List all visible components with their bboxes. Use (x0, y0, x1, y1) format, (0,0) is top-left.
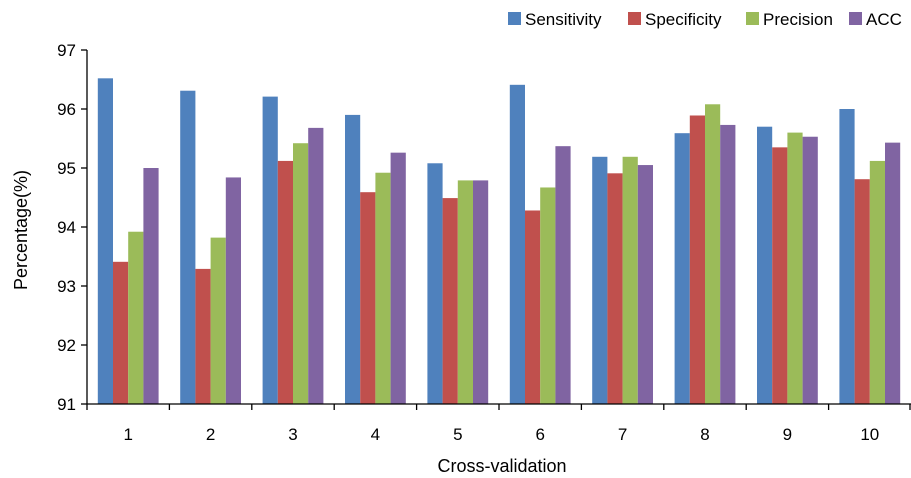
bar-precision-7 (622, 156, 638, 404)
legend-label: Precision (763, 10, 833, 29)
bar-sensitivity-4 (345, 114, 361, 405)
bar-sensitivity-6 (509, 84, 525, 404)
bar-specificity-4 (360, 192, 376, 404)
bar-sensitivity-9 (757, 126, 773, 404)
legend-item-precision: Precision (746, 10, 833, 29)
x-tick-label: 2 (206, 425, 215, 444)
bar-specificity-7 (607, 173, 623, 404)
bar-specificity-6 (525, 210, 541, 404)
bar-specificity-1 (113, 261, 129, 404)
bar-precision-6 (540, 187, 556, 404)
x-tick-label: 10 (860, 425, 879, 444)
y-tick-label: 96 (57, 100, 76, 119)
x-tick-label: 5 (453, 425, 462, 444)
y-tick-label: 92 (57, 336, 76, 355)
bar-sensitivity-1 (97, 78, 113, 404)
x-tick-label: 3 (288, 425, 297, 444)
bar-precision-1 (128, 231, 144, 404)
legend: Sensitivity Specificity Precision ACC (508, 10, 902, 29)
bar-specificity-5 (442, 198, 458, 404)
bar-sensitivity-3 (262, 96, 278, 405)
y-axis-title: Percentage(%) (11, 170, 31, 290)
bar-specificity-8 (689, 115, 705, 405)
y-tick-label: 94 (57, 218, 76, 237)
bar-specificity-3 (277, 160, 293, 404)
plot-area (97, 78, 901, 405)
x-axis: 1 2 3 4 5 6 7 8 9 10 (86, 403, 911, 444)
x-tick-label: 8 (700, 425, 709, 444)
legend-label: ACC (866, 10, 902, 29)
bar-precision-2 (210, 237, 226, 404)
x-tick-label: 1 (123, 425, 132, 444)
y-tick-label: 91 (57, 395, 76, 414)
x-tick-label: 6 (535, 425, 544, 444)
y-axis: 91 92 93 94 95 96 97 (57, 41, 88, 414)
series-sensitivity (97, 78, 855, 405)
bar-acc-1 (143, 168, 159, 404)
legend-swatch (628, 12, 641, 25)
bar-sensitivity-10 (839, 109, 855, 404)
bar-precision-10 (869, 160, 885, 404)
bar-specificity-9 (772, 147, 788, 404)
x-tick-label: 4 (371, 425, 380, 444)
bar-sensitivity-2 (180, 90, 196, 405)
legend-item-acc: ACC (849, 10, 902, 29)
bar-specificity-2 (195, 268, 211, 404)
bar-acc-8 (720, 124, 736, 405)
bar-precision-4 (375, 172, 391, 404)
bar-sensitivity-5 (427, 163, 443, 404)
y-tick-label: 97 (57, 41, 76, 60)
bar-acc-6 (555, 146, 571, 405)
x-axis-title: Cross-validation (437, 456, 566, 476)
bar-precision-3 (293, 143, 309, 404)
y-tick-label: 95 (57, 159, 76, 178)
legend-swatch (508, 12, 521, 25)
bar-precision-9 (787, 132, 803, 404)
bar-acc-3 (308, 127, 324, 404)
legend-label: Sensitivity (525, 10, 602, 29)
bar-sensitivity-8 (674, 133, 690, 404)
series-precision (128, 104, 885, 404)
y-tick-label: 93 (57, 277, 76, 296)
bar-acc-7 (637, 165, 653, 404)
series-acc (143, 124, 901, 405)
x-tick-label: 7 (618, 425, 627, 444)
bar-sensitivity-7 (592, 156, 608, 404)
x-tick-label: 9 (783, 425, 792, 444)
bar-acc-2 (225, 177, 241, 404)
legend-label: Specificity (645, 10, 722, 29)
legend-item-specificity: Specificity (628, 10, 722, 29)
legend-swatch (849, 12, 862, 25)
legend-swatch (746, 12, 759, 25)
bar-specificity-10 (854, 179, 870, 404)
bar-acc-4 (390, 152, 406, 404)
bar-precision-5 (457, 180, 473, 404)
bar-acc-10 (885, 142, 901, 404)
bar-acc-5 (473, 180, 489, 404)
bar-precision-8 (705, 104, 721, 404)
legend-item-sensitivity: Sensitivity (508, 10, 602, 29)
series-specificity (113, 115, 870, 405)
bar-acc-9 (802, 136, 818, 405)
